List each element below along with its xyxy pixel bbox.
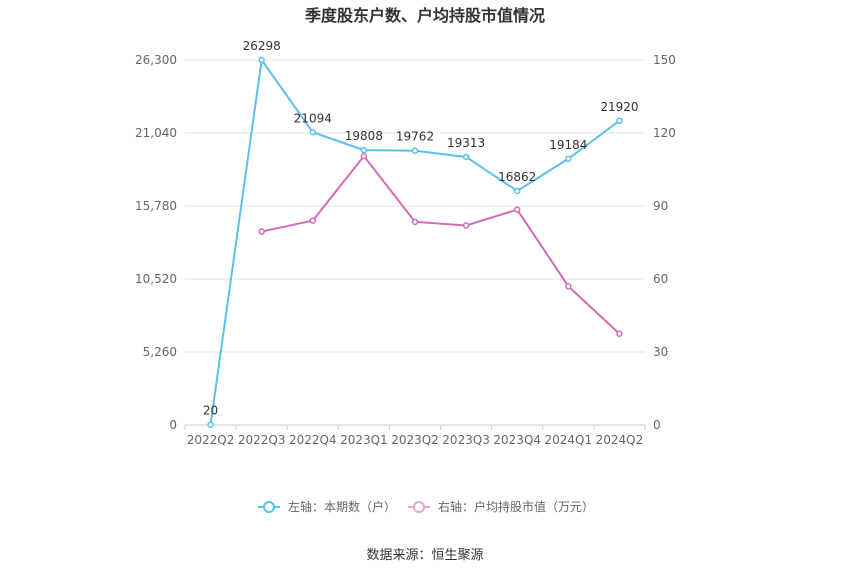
data-label: 20 [203,404,218,418]
left-tick-label: 15,780 [135,199,177,213]
right-tick-label: 0 [653,418,661,432]
left-axis: 0 5,260 10,520 15,780 21,040 26,300 [135,53,177,432]
x-tick-label: 2024Q1 [545,433,593,447]
x-tick-label: 2024Q2 [596,433,644,447]
right-axis: 0 30 60 90 120 150 [653,53,676,432]
series-2-point[interactable] [411,218,419,226]
legend-avg-value-marker [413,501,425,513]
series-2-point[interactable] [616,330,623,337]
series-1-point[interactable] [309,129,317,136]
series-layer [207,56,623,428]
legend-item-households[interactable]: 左轴：本期数（户） [258,499,396,514]
legend-households-marker [263,501,275,513]
series-1-point[interactable] [565,155,572,163]
series-line-2 [261,154,621,335]
series-2-point[interactable] [309,217,317,224]
data-label: 19808 [345,129,383,143]
data-labels: 20 26298 21094 19808 19762 19313 16862 19184 219… [203,39,639,418]
series-1-point[interactable] [513,187,521,195]
series-2-point[interactable] [565,283,572,290]
legend: 左轴：本期数（户） 右轴：户均持股市值（万元） [258,499,594,514]
right-tick-label: 30 [653,345,668,359]
left-tick-label: 0 [169,418,177,432]
x-tick-label: 2022Q3 [238,433,286,447]
data-label: 26298 [243,39,281,53]
right-tick-label: 150 [653,53,676,67]
series-1-point[interactable] [411,147,419,154]
legend-avg-value-label: 右轴：户均持股市值（万元） [438,499,594,514]
series-1-point[interactable] [360,146,368,154]
right-tick-label: 60 [653,272,668,286]
series-1-point[interactable] [616,117,623,125]
series-1-point[interactable] [462,153,470,161]
data-label: 19762 [396,130,434,144]
x-tick-label: 2023Q3 [442,433,490,447]
x-axis: 2022Q2 2022Q3 2022Q4 2023Q1 2023Q2 2023Q3 2023… [184,425,646,447]
data-label: 19313 [447,136,485,150]
series-2-point[interactable] [462,222,470,229]
series-2-point[interactable] [360,152,368,160]
legend-item-avg-value[interactable]: 右轴：户均持股市值（万元） [408,499,594,514]
chart-title: 季度股东户数、户均持股市值情况 [304,6,545,25]
series-2-point[interactable] [258,228,265,235]
data-source: 数据来源：恒生聚源 [366,548,483,563]
x-tick-label: 2022Q2 [187,433,235,447]
x-tick-label: 2023Q2 [391,433,439,447]
data-label: 19184 [549,138,587,152]
x-tick-label: 2023Q4 [493,433,541,447]
right-tick-label: 120 [653,126,676,140]
series-1-point[interactable] [258,56,265,64]
left-tick-label: 5,260 [143,345,177,359]
data-label: 16862 [498,170,536,184]
left-tick-label: 21,040 [135,126,177,140]
left-tick-label: 10,520 [135,272,177,286]
x-tick-label: 2022Q4 [289,433,337,447]
legend-households-label: 左轴：本期数（户） [288,499,396,514]
series-line-1 [209,57,621,425]
x-tick-label: 2023Q1 [340,433,388,447]
series-2-point[interactable] [513,206,521,213]
data-label: 21920 [600,100,638,114]
left-tick-label: 26,300 [135,53,177,67]
right-tick-label: 90 [653,199,668,213]
series-1-point[interactable] [207,421,214,428]
data-label: 21094 [294,111,332,125]
